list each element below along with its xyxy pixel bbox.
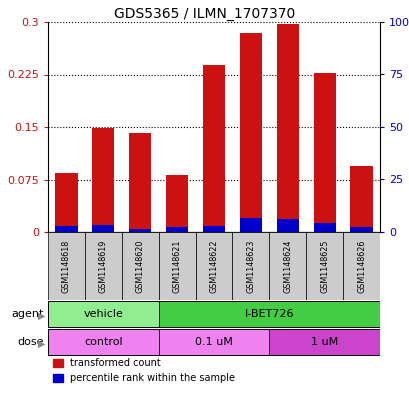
Bar — [269, 232, 306, 300]
Bar — [92, 225, 114, 232]
Text: GSM1148622: GSM1148622 — [209, 239, 218, 293]
Text: I-BET726: I-BET726 — [244, 309, 293, 319]
Bar — [202, 65, 225, 232]
Text: GSM1148626: GSM1148626 — [356, 239, 365, 293]
Text: 1 uM: 1 uM — [310, 337, 337, 347]
Bar — [313, 73, 335, 232]
Bar — [269, 329, 379, 355]
Bar — [239, 33, 261, 232]
Text: vehicle: vehicle — [83, 309, 123, 319]
Text: GSM1148618: GSM1148618 — [62, 239, 71, 293]
Bar — [313, 223, 335, 232]
Text: GSM1148620: GSM1148620 — [135, 239, 144, 293]
Bar — [350, 227, 372, 232]
Bar — [239, 218, 261, 232]
Bar — [158, 329, 269, 355]
Bar — [121, 232, 158, 300]
Bar — [48, 232, 85, 300]
Bar — [306, 232, 342, 300]
Bar — [342, 232, 379, 300]
Text: 0.1 uM: 0.1 uM — [195, 337, 232, 347]
Bar — [85, 232, 121, 300]
Bar — [166, 227, 188, 232]
Bar — [350, 165, 372, 232]
Text: control: control — [84, 337, 122, 347]
Text: dose: dose — [17, 337, 44, 347]
Text: agent: agent — [11, 309, 44, 319]
Bar — [166, 174, 188, 232]
Text: GSM1148623: GSM1148623 — [246, 239, 255, 293]
Text: GDS5365 / ILMN_1707370: GDS5365 / ILMN_1707370 — [114, 7, 295, 20]
Bar — [202, 226, 225, 232]
Bar — [129, 228, 151, 232]
Bar — [48, 301, 158, 327]
Bar — [158, 301, 379, 327]
Text: ▶: ▶ — [38, 311, 46, 321]
Bar — [232, 232, 269, 300]
Bar — [48, 329, 158, 355]
Text: GSM1148621: GSM1148621 — [172, 239, 181, 293]
Bar — [276, 24, 298, 232]
Text: GSM1148619: GSM1148619 — [99, 239, 108, 293]
Bar — [276, 219, 298, 232]
Text: GSM1148624: GSM1148624 — [283, 239, 292, 293]
Legend: transformed count, percentile rank within the sample: transformed count, percentile rank withi… — [53, 358, 235, 383]
Bar — [55, 226, 77, 232]
Bar — [158, 232, 195, 300]
Bar — [195, 232, 232, 300]
Text: GSM1148625: GSM1148625 — [319, 239, 328, 293]
Bar — [92, 129, 114, 232]
Bar — [55, 173, 77, 232]
Bar — [129, 132, 151, 232]
Text: ▶: ▶ — [38, 339, 46, 349]
